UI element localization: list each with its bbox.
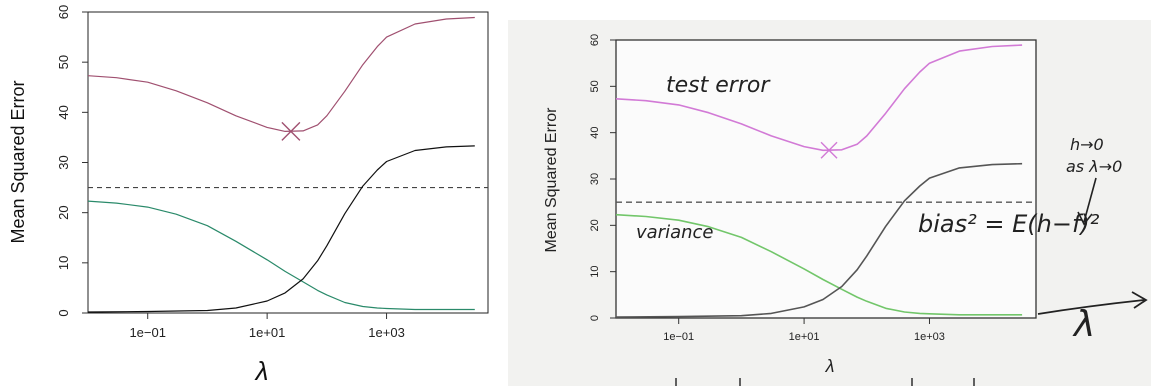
y-tick-label: 20 [56,205,71,219]
lambda-axis-arrow [1037,299,1145,315]
min-marker [281,121,301,141]
series-line-0 [87,16,475,132]
x-tick-label: 1e−01 [129,325,166,340]
y-tick-label: 30 [56,155,71,169]
y-tick-label: 50 [589,80,601,92]
plot-frame [87,11,489,314]
series-line-2 [615,162,1023,318]
min-marker [820,141,838,159]
x-axis-label: λ [254,356,269,386]
y-tick-label: 60 [56,5,71,19]
marker-stroke-1 [281,121,301,141]
right-chart: 0 10 20 30 40 50 60 1e−01 1e+01 1e+03 Mean Squar… [508,20,1151,386]
y-tick-label: 0 [56,309,71,316]
annotation-as-lambda-to-zero: as λ→0 [1066,157,1122,176]
y-tick-label: 50 [56,55,71,69]
x-tick-label: 1e+03 [914,331,945,343]
series-group [87,16,475,313]
x-tick-label: 1e+01 [249,325,286,340]
series-line-1 [87,200,475,311]
annotation-arrow [1083,177,1097,223]
marker-stroke-1 [820,141,838,159]
annotation-variance: variance [636,222,714,243]
series-line-1 [615,213,1023,316]
x-axis-ticks: 1e−01 1e+01 1e+03 [129,313,405,340]
x-tick-label: 1e+03 [368,325,405,340]
lambda-axis-arrowhead [1131,291,1148,309]
annotation-arrowhead [1077,211,1093,226]
y-tick-label: 20 [589,219,601,231]
annotation-lambda-arrow: λ [1072,304,1095,345]
y-axis-label: Mean Squared Error [543,107,560,253]
series-line-2 [87,145,475,313]
x-axis-ticks: 1e−01 1e+01 1e+03 [663,318,945,343]
series-line-0 [615,44,1023,152]
x-tick-label: 1e+01 [789,331,820,343]
annotation-test-error: test error [666,73,771,98]
y-axis-label: Mean Squared Error [8,80,28,243]
x-tick-label: 1e−01 [663,331,694,343]
annotation-bias-formula: bias² = E(h−f)² [918,210,1100,238]
y-tick-label: 10 [589,266,601,278]
left-chart: 0 10 20 30 40 50 60 1e−01 1e+01 1e+03 Mean Squar… [8,5,489,386]
y-tick-label: 0 [589,315,601,321]
y-tick-label: 10 [56,256,71,270]
x-axis-label: λ [825,356,835,376]
y-axis-ticks: 0 10 20 30 40 50 60 [589,34,616,321]
y-tick-label: 30 [589,173,601,185]
y-tick-label: 40 [589,127,601,139]
y-tick-label: 40 [56,105,71,119]
y-tick-label: 60 [589,34,601,46]
annotation-h-to-zero: h→0 [1070,135,1104,154]
y-axis-ticks: 0 10 20 30 40 50 60 [56,5,88,317]
plot-frame [615,39,1037,319]
series-group [615,44,1023,318]
